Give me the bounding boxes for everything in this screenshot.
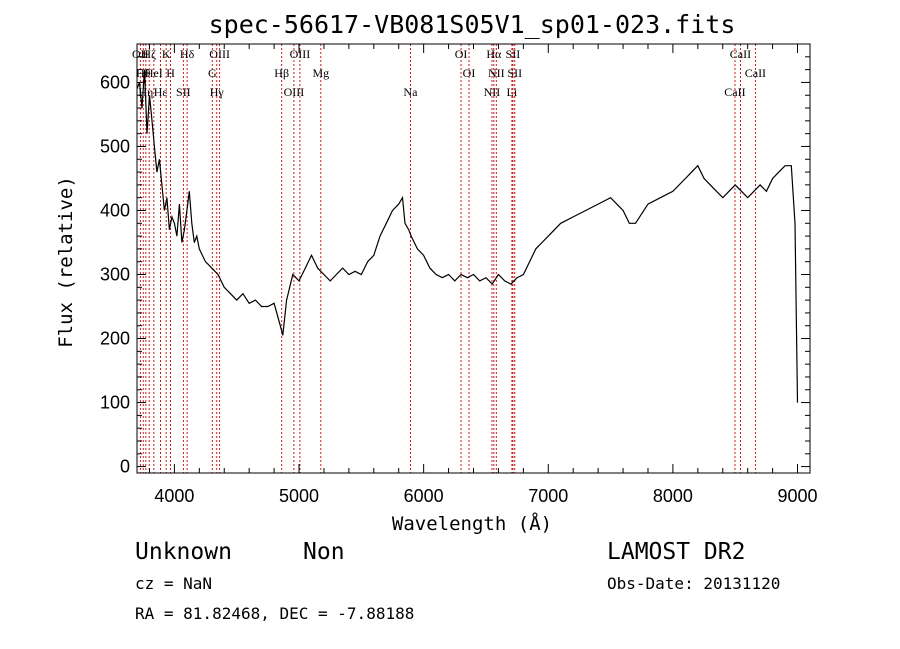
line-label-h: H [166, 66, 175, 80]
line-label-na: Na [403, 85, 418, 99]
y-axis-label: Flux (relative) [55, 176, 77, 348]
y-tick-label-200: 200 [100, 329, 130, 349]
line-label-hα: Hα [486, 47, 502, 61]
x-axis-label: Wavelength (Å) [392, 512, 552, 535]
line-label-sii: SII [506, 47, 521, 61]
line-label-oiii: OIII [209, 47, 230, 61]
y-tick-label-400: 400 [100, 200, 130, 220]
y-axis-ticks: 0 100 200 300 400 500 600 [100, 56, 810, 477]
x-axis-ticks: 4000 5000 6000 7000 8000 9000 [148, 44, 818, 506]
object-subclass: Non [303, 539, 345, 565]
plot-frame [136, 43, 811, 474]
line-label-hζ: Hζ [142, 47, 156, 61]
line-label-hγ: Hγ [210, 85, 225, 99]
line-markers [139, 44, 756, 473]
line-label-nii: NII [488, 66, 505, 80]
spectrum-series [136, 69, 799, 403]
line-label-hδ: Hδ [180, 47, 195, 61]
object-class: Unknown [135, 539, 232, 565]
line-label-sii: SII [176, 85, 191, 99]
line-label-hei: HeI [145, 66, 163, 80]
line-label-g: G [208, 66, 217, 80]
line-label-oiii: OIII [290, 47, 311, 61]
obs-date-text: Obs-Date: 20131120 [607, 574, 780, 593]
survey-name: LAMOST DR2 [607, 539, 745, 565]
line-label-oii: OII [132, 47, 149, 61]
line-label-oi: OI [455, 47, 468, 61]
line-label-oiii: OIII [284, 85, 305, 99]
x-tick-label-7000: 7000 [528, 486, 568, 506]
line-label-k: K [162, 47, 171, 61]
x-tick-label-6000: 6000 [404, 486, 444, 506]
line-label-caii: CaII [724, 85, 745, 99]
y-tick-label-300: 300 [100, 265, 130, 285]
line-label-li: Li [507, 85, 518, 99]
ra-dec-text: RA = 81.82468, DEC = -7.88188 [135, 604, 414, 623]
y-tick-label-500: 500 [100, 136, 130, 156]
line-label-caii: CaII [730, 47, 751, 61]
x-tick-label-9000: 9000 [778, 486, 818, 506]
x-tick-label-4000: 4000 [154, 486, 194, 506]
line-label-mg: Mg [312, 66, 329, 80]
y-tick-label-600: 600 [100, 72, 130, 92]
y-tick-label-0: 0 [120, 457, 130, 477]
x-tick-label-5000: 5000 [279, 486, 319, 506]
line-label-hβ: Hβ [274, 66, 289, 80]
chart-title: spec-56617-VB081S05V1_sp01-023.fits [209, 10, 736, 39]
line-label-nii: NII [484, 85, 501, 99]
line-label-hε: Hε [154, 85, 168, 99]
spectrum-line-0 [136, 69, 799, 403]
line-label-caii: CaII [745, 66, 766, 80]
x-tick-label-8000: 8000 [653, 486, 693, 506]
redshift-text: cz = NaN [135, 574, 212, 593]
line-marker-labels: OIIHθHηHζHeIHεKHSIIHδGHγOIIIHβOIIIOIIIMg… [132, 47, 766, 99]
y-tick-label-100: 100 [100, 393, 130, 413]
line-label-oi: OI [463, 66, 476, 80]
line-label-sii: SII [507, 66, 522, 80]
